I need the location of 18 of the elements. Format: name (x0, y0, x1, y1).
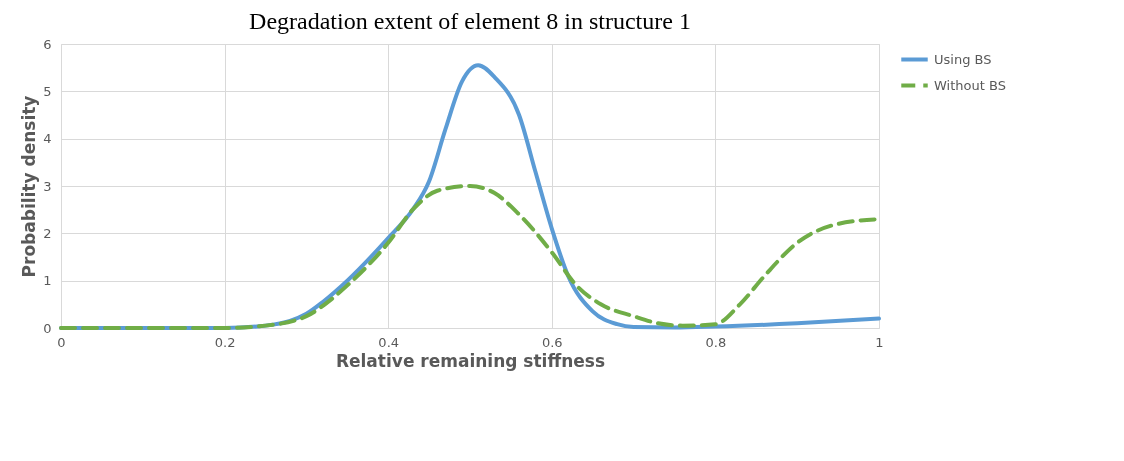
x-axis-title: Relative remaining stiffness (335, 350, 606, 371)
x-tick-label: 0.8 (705, 334, 727, 350)
y-tick-label: 2 (43, 225, 52, 241)
y-tick-label: 3 (43, 178, 52, 194)
x-tick-label: 0.6 (541, 334, 563, 350)
y-axis-title: Probability density (19, 95, 40, 278)
y-tick-label: 1 (43, 273, 52, 289)
x-tick-label: 0 (57, 334, 66, 350)
y-tick-label: 5 (43, 83, 52, 99)
y-tick-label: 4 (43, 131, 52, 147)
legend-label: Without BS (934, 77, 1006, 93)
x-tick-label: 0.2 (214, 334, 236, 350)
legend-label: Using BS (934, 51, 992, 67)
y-tick-label: 6 (43, 36, 52, 52)
chart-title: Degradation extent of element 8 in structure 1 (249, 8, 691, 34)
y-tick-label: 0 (43, 320, 52, 336)
x-tick-label: 1 (875, 334, 884, 350)
x-tick-label: 0.4 (378, 334, 400, 350)
